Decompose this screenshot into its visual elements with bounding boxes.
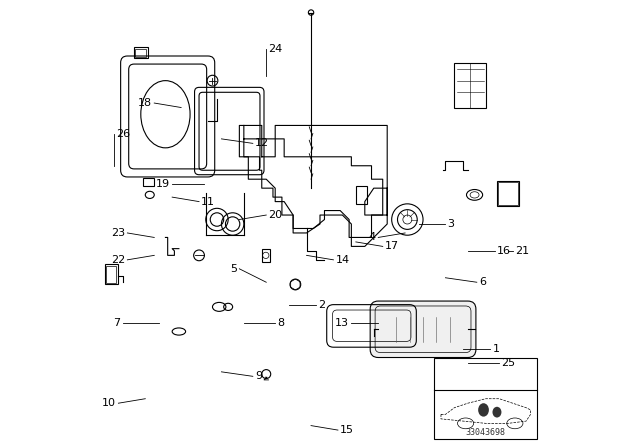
Bar (262, 249, 270, 262)
Text: 6: 6 (479, 277, 486, 287)
Text: 25: 25 (502, 358, 516, 368)
Bar (497, 181, 520, 206)
Bar (143, 178, 154, 186)
Text: 7: 7 (113, 318, 121, 327)
Text: 16: 16 (497, 246, 511, 256)
Text: 5: 5 (230, 264, 237, 274)
Text: 3: 3 (448, 219, 454, 229)
Text: 20: 20 (269, 210, 283, 220)
FancyBboxPatch shape (370, 301, 476, 358)
Text: 23: 23 (111, 228, 125, 238)
Bar (106, 266, 116, 283)
Text: 12: 12 (255, 138, 269, 148)
Text: 17: 17 (385, 241, 399, 251)
Text: 33043698: 33043698 (466, 428, 506, 437)
Text: 10: 10 (102, 398, 116, 408)
Text: 24: 24 (269, 44, 283, 54)
Ellipse shape (478, 403, 489, 417)
Bar (454, 63, 486, 108)
Text: 26: 26 (116, 129, 131, 139)
Text: 8: 8 (278, 318, 285, 327)
Bar (356, 186, 367, 204)
Text: 22: 22 (111, 255, 125, 265)
Text: 11: 11 (202, 197, 215, 207)
Bar (435, 358, 538, 439)
Bar (136, 49, 146, 57)
Text: 19: 19 (156, 179, 170, 189)
Text: 4: 4 (369, 233, 376, 242)
Bar (134, 47, 148, 58)
Text: 15: 15 (340, 425, 354, 435)
Bar (499, 182, 518, 205)
Bar (105, 264, 118, 284)
Ellipse shape (493, 407, 502, 418)
Text: 1: 1 (493, 345, 499, 354)
Text: 21: 21 (515, 246, 529, 256)
Text: 14: 14 (336, 255, 350, 265)
Text: 9: 9 (255, 371, 262, 381)
Text: 18: 18 (138, 98, 152, 108)
Text: 13: 13 (335, 318, 349, 327)
Text: 2: 2 (317, 300, 325, 310)
